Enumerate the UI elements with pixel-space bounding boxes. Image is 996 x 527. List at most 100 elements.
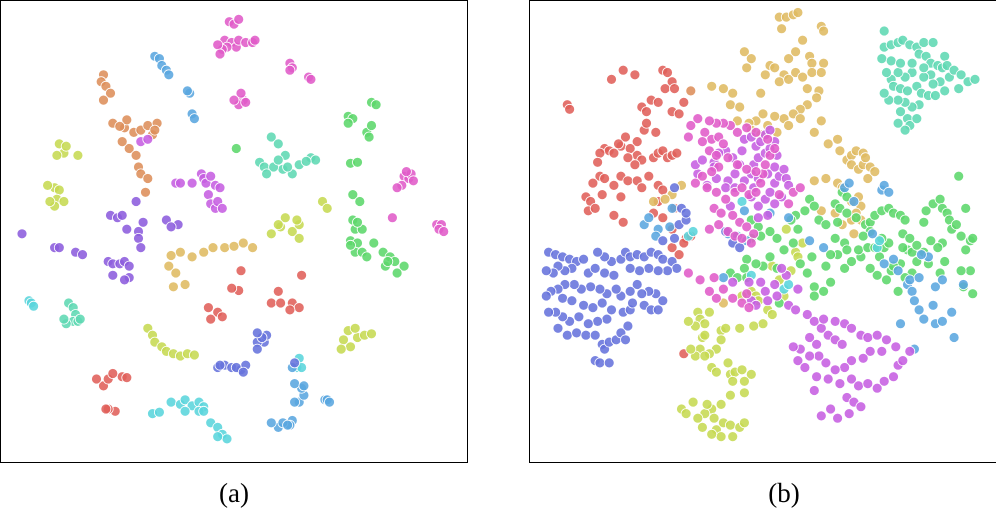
scatter-point <box>624 285 636 297</box>
scatter-point <box>724 389 736 401</box>
scatter-point <box>950 219 962 231</box>
scatter-point <box>720 193 732 205</box>
scatter-point <box>121 372 133 384</box>
scatter-point <box>783 212 795 224</box>
scatter-point <box>289 396 301 408</box>
scatter-point <box>738 205 750 217</box>
scatter-point <box>566 295 578 307</box>
scatter-point <box>808 175 820 187</box>
scatter-point <box>107 368 119 379</box>
scatter-point <box>764 124 776 136</box>
scatter-point <box>212 431 224 443</box>
scatter-point <box>685 120 697 131</box>
scatter-point <box>42 179 53 191</box>
scatter-point <box>165 396 177 408</box>
scatter-point <box>321 202 333 214</box>
scatter-point <box>368 237 380 249</box>
scatter-point <box>855 401 867 413</box>
scatter-point <box>904 232 916 244</box>
scatter-point <box>235 265 247 277</box>
scatter-point <box>888 253 899 265</box>
scatter-point <box>669 232 680 244</box>
scatter-point <box>769 279 781 290</box>
scatter-point <box>293 302 305 314</box>
scatter-point <box>960 244 972 256</box>
scatter-point <box>715 207 727 219</box>
scatter-point <box>228 240 240 252</box>
scatter-point <box>703 115 715 127</box>
scatter-point <box>727 276 739 288</box>
scatter-point <box>892 117 904 129</box>
scatter-point <box>272 285 284 297</box>
scatter-point <box>818 25 830 37</box>
scatter-point <box>643 262 655 274</box>
scatter-point <box>738 387 750 399</box>
scatter-point <box>275 297 287 309</box>
scatter-point <box>214 359 226 371</box>
scatter-point <box>834 378 846 390</box>
scatter-point <box>806 57 818 69</box>
scatter-point <box>622 320 634 332</box>
scatter-point <box>198 246 210 258</box>
scatter-point <box>291 214 303 226</box>
scatter-plot-a <box>16 13 450 445</box>
scatter-point <box>648 196 659 207</box>
scatter-point <box>582 318 594 330</box>
plot-panel-b <box>529 0 996 463</box>
scatter-point <box>934 193 946 205</box>
scatter-point <box>822 373 834 385</box>
scatter-point <box>634 265 645 277</box>
scatter-point <box>717 283 729 295</box>
scatter-point <box>696 154 708 166</box>
scatter-point <box>601 313 613 325</box>
scatter-point <box>883 186 895 198</box>
scatter-point <box>813 350 825 362</box>
scatter-point <box>116 136 128 148</box>
scatter-point <box>608 147 620 159</box>
scatter-point <box>890 341 902 353</box>
scatter-point <box>969 74 981 85</box>
scatter-point <box>265 228 277 240</box>
scatter-point <box>881 274 892 286</box>
scatter-point <box>876 53 888 64</box>
scatter-point <box>366 120 377 131</box>
scatter-point <box>657 184 669 196</box>
scatter-point <box>745 237 757 249</box>
scatter-point <box>585 281 596 293</box>
scatter-point <box>808 200 820 212</box>
scatter-point <box>133 232 144 244</box>
scatter-point <box>918 71 930 83</box>
scatter-point <box>806 67 818 78</box>
scatter-point <box>627 297 638 309</box>
scatter-point <box>652 304 664 316</box>
scatter-point <box>212 39 224 51</box>
scatter-point <box>174 246 186 258</box>
scatter-point <box>568 279 580 290</box>
scatter-point <box>265 297 277 309</box>
scatter-point <box>715 431 727 443</box>
scatter-point <box>685 85 697 97</box>
scatter-point <box>734 322 746 334</box>
scatter-point <box>834 145 846 157</box>
scatter-point <box>897 355 909 367</box>
scatter-point <box>892 285 904 297</box>
scatter-point <box>913 304 925 316</box>
scatter-point <box>759 69 771 81</box>
scatter-point <box>188 349 200 361</box>
scatter-point <box>617 216 629 228</box>
scatter-point <box>743 302 755 314</box>
scatter-point <box>622 175 634 187</box>
scatter-point <box>808 385 820 396</box>
scatter-point <box>783 279 795 290</box>
scatter-point <box>599 173 610 184</box>
scatter-point <box>163 69 175 81</box>
scatter-point <box>202 189 214 201</box>
scatter-point <box>850 212 862 224</box>
scatter-point <box>755 276 767 288</box>
scatter-point <box>687 396 699 408</box>
scatter-point <box>680 408 692 420</box>
scatter-point <box>114 121 126 132</box>
scatter-point <box>662 67 673 78</box>
scatter-point <box>60 140 72 152</box>
scatter-point <box>955 265 967 277</box>
